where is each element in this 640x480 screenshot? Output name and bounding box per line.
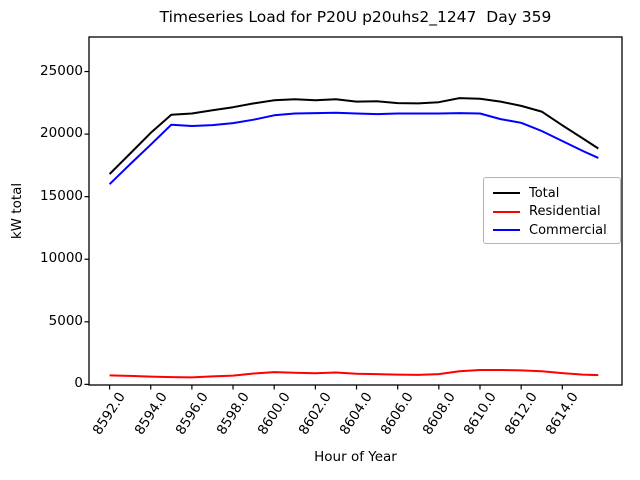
chart-title: Timeseries Load for P20U p20uhs2_1247 Da…: [159, 8, 552, 26]
plot-spines: [88, 36, 623, 386]
x-axis-label: Hour of Year: [314, 449, 397, 465]
legend-line-sample-residential: [493, 210, 520, 213]
legend-line-sample-commercial: [493, 229, 520, 232]
legend-entry-residential: Residential: [493, 203, 611, 222]
y-axis-label: kW total: [9, 182, 25, 240]
series-line-residential: [109, 369, 599, 379]
legend: Total Residential Commercial: [483, 177, 621, 244]
series-line-total: [108, 97, 599, 175]
legend-label: Residential: [529, 204, 601, 220]
legend-entry-commercial: Commercial: [493, 221, 611, 240]
series-line-commercial: [108, 111, 599, 185]
legend-entry-total: Total: [493, 184, 611, 203]
legend-line-sample-total: [493, 192, 520, 195]
legend-label: Commercial: [529, 222, 607, 238]
legend-label: Total: [529, 185, 560, 201]
